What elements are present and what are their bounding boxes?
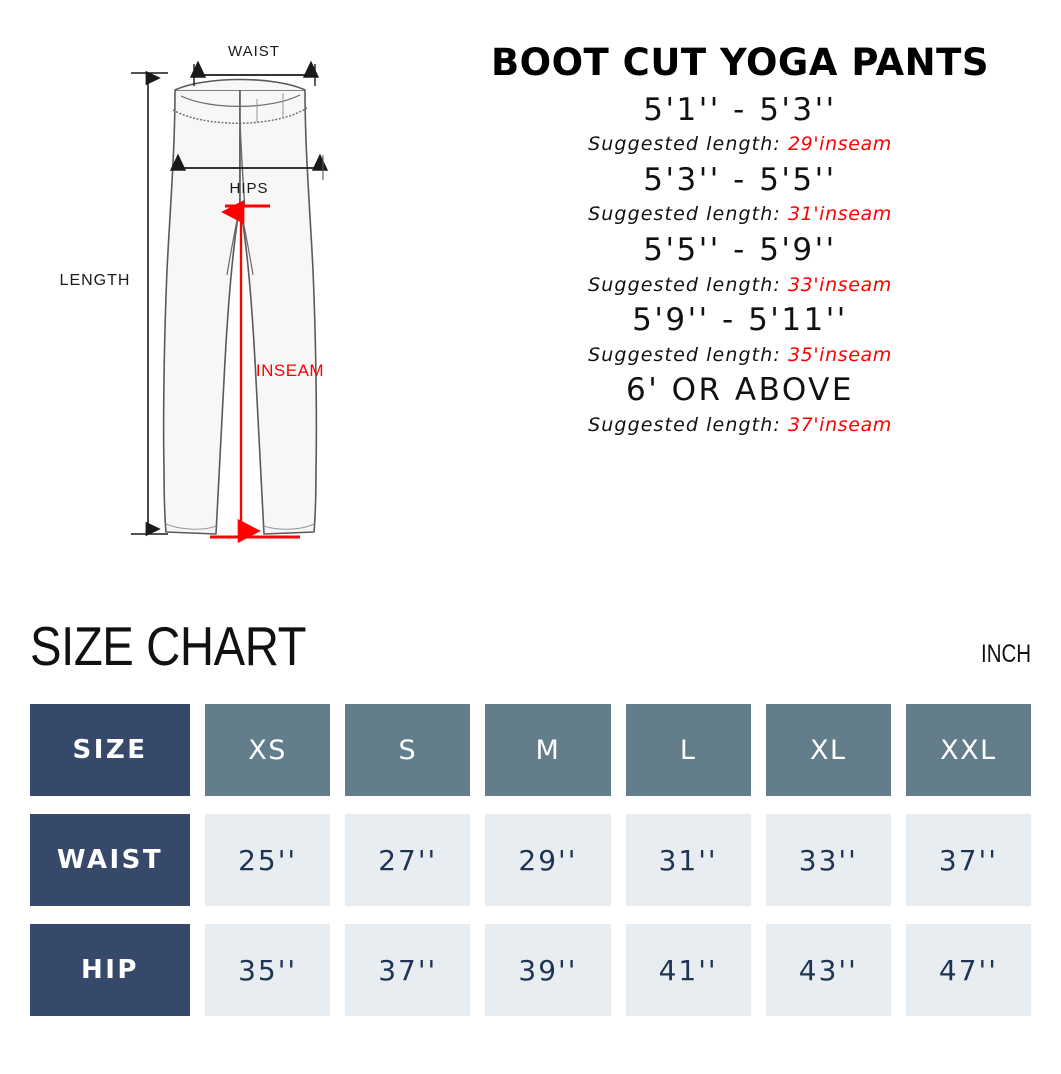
height-range-5: 6' OR ABOVE	[626, 372, 854, 409]
size-chart-header: SIZE CHART INCH	[30, 614, 1031, 684]
column-header-size: SIZE	[30, 704, 190, 796]
suggested-length-prefix-3: Suggested length:	[588, 273, 781, 296]
column-header-xs: XS	[205, 704, 331, 796]
waist-value-xs: 25''	[205, 814, 331, 906]
inseam-label: INSEAM	[256, 361, 324, 380]
row-header-hip: HIP	[30, 924, 190, 1016]
length-dimension-arrow	[131, 70, 168, 537]
pants-measurement-diagram: WAIST HIPS LENGTH INSEAM	[0, 0, 440, 596]
size-chart-section: SIZE CHART INCH SIZE XS S M L XL XXL WAI…	[0, 596, 1061, 1074]
suggested-length-5: Suggested length: 37'inseam	[440, 411, 1040, 440]
hip-value-xxl: 47''	[905, 924, 1032, 1016]
suggested-length-1: Suggested length: 29'inseam	[440, 130, 1040, 159]
waist-value-xxl: 37''	[905, 814, 1032, 906]
inseam-dimension-arrow	[210, 199, 300, 544]
hips-dimension-arrow	[169, 153, 329, 180]
waist-value-xl: 33''	[765, 814, 891, 906]
height-inseam-guide: BOOT CUT YOGA PANTS 5'1'' - 5'3'' Sugges…	[440, 41, 1040, 441]
column-header-s: S	[345, 704, 471, 796]
suggested-length-prefix-2: Suggested length:	[588, 203, 781, 226]
hip-value-xl: 43''	[765, 924, 891, 1016]
product-title: BOOT CUT YOGA PANTS	[490, 41, 990, 84]
column-header-xxl: XXL	[905, 704, 1032, 796]
hip-value-s: 37''	[345, 924, 471, 1016]
hip-value-m: 39''	[485, 924, 611, 1016]
suggested-inseam-value-3: 33'inseam	[787, 273, 892, 296]
height-range-4: 5'9'' - 5'11''	[632, 302, 848, 339]
height-range-3: 5'5'' - 5'9''	[643, 231, 837, 268]
pants-illustration	[162, 78, 318, 535]
suggested-length-prefix-5: Suggested length:	[588, 413, 781, 436]
size-chart-table: SIZE XS S M L XL XXL WAIST 25'' 27'' 29'…	[30, 704, 1032, 1016]
waist-dimension-arrow	[189, 60, 320, 86]
hips-label: HIPS	[229, 180, 268, 197]
table-row-header: SIZE XS S M L XL XXL	[30, 704, 1032, 796]
height-range-1: 5'1'' - 5'3''	[643, 91, 837, 128]
hip-value-l: 41''	[625, 924, 751, 1016]
row-header-waist: WAIST	[30, 814, 190, 906]
waist-label: WAIST	[228, 43, 280, 60]
suggested-length-prefix-1: Suggested length:	[588, 133, 781, 156]
column-header-xl: XL	[765, 704, 891, 796]
suggested-inseam-value-4: 35'inseam	[787, 343, 892, 366]
column-header-l: L	[625, 704, 751, 796]
suggested-inseam-value-1: 29'inseam	[787, 133, 892, 156]
waist-value-s: 27''	[345, 814, 471, 906]
waist-value-m: 29''	[485, 814, 611, 906]
suggested-inseam-value-5: 37'inseam	[787, 413, 892, 436]
table-row-hip: HIP 35'' 37'' 39'' 41'' 43'' 47''	[30, 924, 1032, 1016]
suggested-inseam-value-2: 31'inseam	[787, 203, 892, 226]
top-section: WAIST HIPS LENGTH INSEAM	[0, 0, 1040, 596]
size-chart-title: SIZE CHART	[30, 615, 307, 677]
suggested-length-prefix-4: Suggested length:	[588, 343, 781, 366]
height-range-2: 5'3'' - 5'5''	[643, 161, 837, 198]
size-chart-unit: INCH	[980, 640, 1031, 668]
suggested-length-2: Suggested length: 31'inseam	[440, 200, 1040, 229]
waist-value-l: 31''	[625, 814, 751, 906]
suggested-length-4: Suggested length: 35'inseam	[440, 341, 1040, 370]
hip-value-xs: 35''	[205, 924, 331, 1016]
column-header-m: M	[485, 704, 611, 796]
table-row-waist: WAIST 25'' 27'' 29'' 31'' 33'' 37''	[30, 814, 1032, 906]
suggested-length-3: Suggested length: 33'inseam	[440, 271, 1040, 300]
length-label: LENGTH	[60, 272, 131, 289]
